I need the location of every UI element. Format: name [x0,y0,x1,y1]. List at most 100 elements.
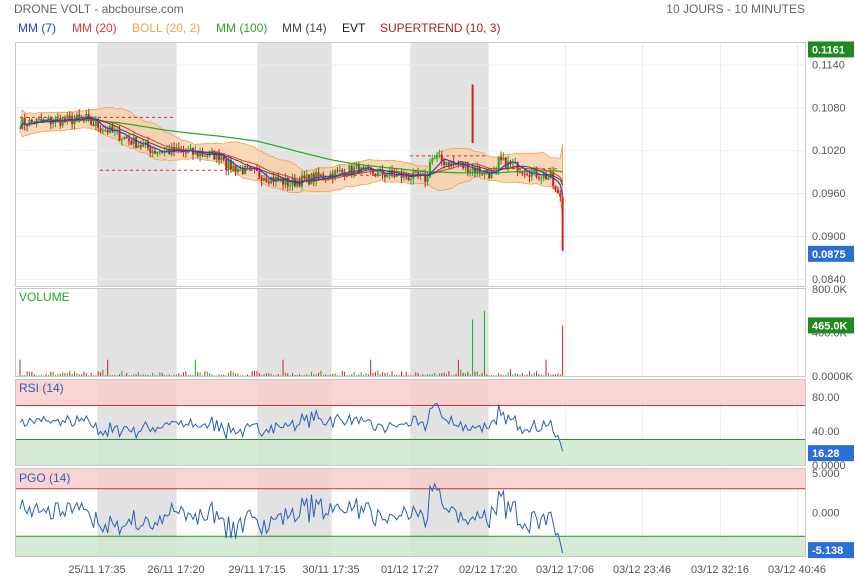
volume-bar [448,371,450,376]
pgo-panel [19,482,564,554]
volume-bar [334,373,336,376]
volume-bar [559,374,561,376]
volume-bar [270,373,272,376]
volume-bar [209,373,211,376]
volume-bar [557,373,559,376]
volume-bar [223,374,225,376]
x-tick: 03/12 40:46 [768,564,826,576]
candle [26,124,29,132]
volume-bar [365,373,367,376]
volume-bar [282,359,284,376]
candle [440,150,443,167]
candle [234,165,237,177]
legend-supertrend: SUPERTREND (10, 3) [380,21,500,35]
x-tick: 03/12 32:16 [691,564,749,576]
volume-bar [81,374,83,376]
volume-bar [372,372,374,376]
candle [187,145,190,154]
candle [312,170,315,187]
volume-bar [178,373,180,376]
rsi-tick: 40.00 [812,426,840,438]
volume-bar [45,373,47,376]
volume-bar [92,375,94,376]
price-panel [19,84,564,252]
candle [135,136,138,149]
price-tick: 0.0960 [812,188,846,200]
volume-bar [31,371,33,376]
volume-bar [206,371,208,376]
volume-bar [310,371,312,376]
candle [244,165,247,175]
candle [500,151,503,165]
volume-tick: 0.0000K [812,371,854,383]
volume-bar [353,372,355,376]
x-tick: 02/12 17:20 [459,564,517,576]
svg-text:-5.138: -5.138 [812,545,843,557]
volume-bar [555,374,557,376]
volume-bar [403,374,405,376]
volume-bar [308,375,310,376]
candle [40,113,43,122]
volume-bar [246,374,248,376]
x-tick: 03/12 23:46 [613,564,671,576]
volume-bar [543,375,545,376]
volume-bar [329,374,331,376]
volume-bar [216,375,218,376]
volume-bar [502,375,504,376]
candle [218,148,221,165]
volume-bar [159,372,161,376]
volume-bar [355,375,357,376]
volume-bar [52,371,54,376]
volume-bar [24,375,26,376]
volume-bar [40,375,42,376]
candle [282,177,285,190]
legend-mm14: MM (14) [282,21,327,35]
volume-bar [173,374,175,376]
candle [156,151,159,158]
volume-bar [552,374,554,376]
volume-bar [389,374,391,376]
volume-bar [457,359,459,376]
volume-badge: 465.0K [808,317,854,334]
rsi-badge: 16.28 [808,445,854,462]
mm7-line [19,116,564,196]
session-shade [257,289,331,376]
volume-bar [346,375,348,376]
volume-bar [109,375,111,376]
volume-bar [547,372,549,376]
candle [286,175,289,192]
volume-bar [524,375,526,376]
volume-bar [396,374,398,376]
volume-bar [422,374,424,376]
candle [383,172,386,183]
volume-bar [100,372,102,376]
volume-bar [33,374,35,376]
volume-bar [415,372,417,376]
volume-bar [358,374,360,376]
volume-bar [367,374,369,376]
candle [424,169,427,188]
pgo-badge: -5.138 [808,542,854,559]
volume-bar [97,371,99,376]
candle [289,180,292,191]
volume-bar [168,374,170,376]
volume-bar [43,375,45,376]
volume-bar [301,375,303,376]
candle [241,165,244,175]
volume-bar [384,373,386,376]
volume-bar [462,372,464,376]
volume-bar [488,375,490,376]
volume-bar [230,370,232,376]
volume-bar [263,373,265,376]
volume-bar [325,374,327,376]
volume-bar [341,371,343,376]
candle [45,119,48,121]
volume-bar [180,374,182,376]
oversold-band [16,536,805,556]
oversold-band [16,439,805,465]
price-tick: 0.1020 [812,145,846,157]
candle [438,149,441,159]
volume-bar [218,374,220,376]
volume-bar [528,371,530,376]
